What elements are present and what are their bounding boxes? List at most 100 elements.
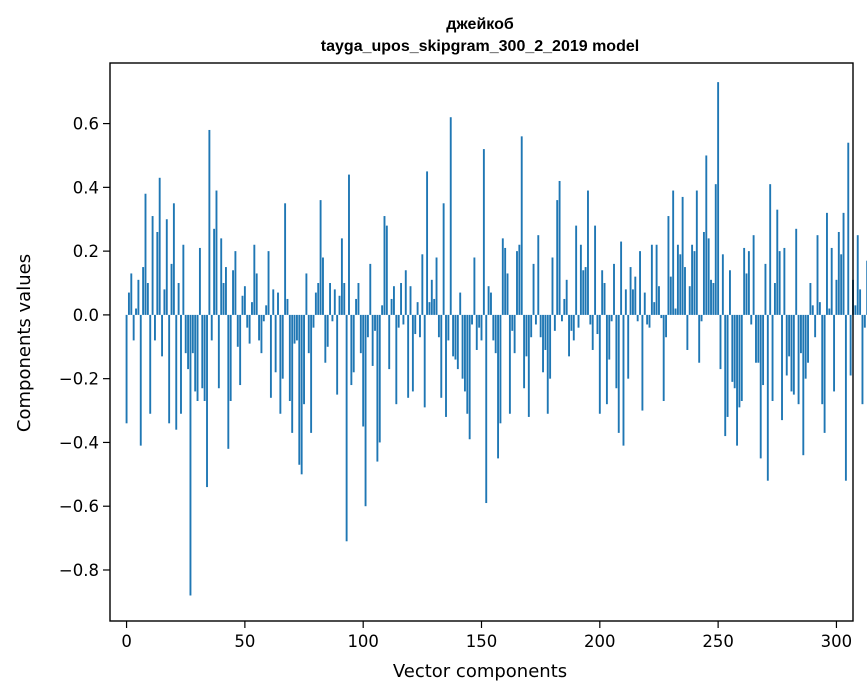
bar-component-297 <box>828 308 831 315</box>
bar-component-121 <box>411 314 414 392</box>
bar-component-245 <box>705 155 708 315</box>
bar-component-282 <box>792 314 795 395</box>
bar-component-175 <box>539 314 542 338</box>
bar-component-163 <box>511 314 514 331</box>
bar-component-14 <box>158 177 161 315</box>
bar-component-294 <box>821 314 824 405</box>
bar-component-34 <box>206 314 208 488</box>
bar-component-112 <box>390 298 393 315</box>
bar-component-246 <box>707 238 710 315</box>
bar-component-122 <box>414 314 417 335</box>
bar-component-228 <box>665 314 668 338</box>
bar-component-304 <box>844 314 847 481</box>
bar-component-127 <box>426 171 429 315</box>
bar-component-292 <box>816 235 819 315</box>
bar-component-237 <box>686 314 689 350</box>
bar-component-141 <box>459 292 462 315</box>
bar-component-164 <box>513 314 516 354</box>
bar-component-61 <box>269 314 272 398</box>
bar-component-221 <box>648 314 651 328</box>
bar-component-147 <box>473 257 476 315</box>
bar-component-196 <box>589 314 592 325</box>
bar-component-27 <box>189 314 192 596</box>
bar-component-280 <box>788 314 791 357</box>
bar-component-29 <box>194 314 197 392</box>
bar-component-89 <box>336 314 339 395</box>
bar-component-180 <box>551 257 554 315</box>
bar-component-69 <box>288 314 291 401</box>
bar-component-249 <box>714 184 717 315</box>
bar-component-137 <box>449 117 452 315</box>
bar-component-98 <box>357 283 360 315</box>
bar-component-1 <box>127 292 130 315</box>
bar-component-154 <box>490 292 492 315</box>
bar-component-78 <box>310 314 313 433</box>
x-tick-label: 300 <box>821 632 853 651</box>
bar-component-65 <box>279 314 282 414</box>
bar-component-205 <box>610 314 613 322</box>
bar-component-257 <box>733 314 736 389</box>
bar-component-116 <box>400 283 402 315</box>
bar-component-92 <box>343 283 346 315</box>
bar-component-42 <box>225 267 227 315</box>
y-axis-label: Components values <box>14 254 35 432</box>
bar-component-25 <box>184 314 187 354</box>
bar-component-26 <box>187 314 190 370</box>
bar-component-310 <box>859 289 862 315</box>
bar-component-111 <box>388 314 391 370</box>
bar-component-176 <box>542 314 544 373</box>
bar-component-62 <box>272 289 275 315</box>
bar-component-301 <box>837 231 840 315</box>
y-axis-ticks: −0.8 −0.6 −0.4 −0.2 0.0 0.2 0.4 0.6 <box>59 115 110 580</box>
bar-component-5 <box>137 279 140 315</box>
bar-component-283 <box>795 228 798 315</box>
bar-component-28 <box>191 314 194 354</box>
bar-component-84 <box>324 314 327 363</box>
bar-component-299 <box>833 314 836 392</box>
bar-component-204 <box>608 314 611 360</box>
bar-component-235 <box>681 196 684 315</box>
bar-component-48 <box>239 314 242 386</box>
bar-component-267 <box>757 314 760 363</box>
y-tick-label: 0.0 <box>73 306 99 325</box>
bar-component-215 <box>634 276 637 315</box>
bar-component-308 <box>854 305 857 315</box>
bar-component-113 <box>393 286 395 315</box>
bar-component-30 <box>196 314 199 401</box>
bar-component-231 <box>672 190 675 315</box>
bar-component-83 <box>322 257 324 315</box>
bar-component-95 <box>350 314 353 386</box>
bar-component-266 <box>755 314 757 363</box>
bar-component-72 <box>295 314 298 341</box>
bar-component-140 <box>456 314 459 370</box>
bar-component-44 <box>229 314 232 401</box>
bar-component-63 <box>274 314 277 373</box>
bar-component-153 <box>487 286 490 315</box>
bar-component-274 <box>773 283 776 315</box>
bar-component-214 <box>631 289 634 315</box>
bar-component-7 <box>142 267 145 315</box>
bar-component-226 <box>660 314 663 319</box>
bar-component-50 <box>243 286 246 315</box>
bar-component-49 <box>241 295 244 315</box>
bar-component-271 <box>766 314 769 481</box>
bar-component-230 <box>669 276 672 315</box>
bar-component-293 <box>818 302 821 315</box>
bar-component-279 <box>785 314 788 376</box>
bar-component-152 <box>485 314 488 504</box>
bar-component-52 <box>248 314 251 344</box>
bar-component-80 <box>314 292 317 315</box>
bar-component-58 <box>262 314 265 322</box>
bar-component-296 <box>826 212 828 315</box>
bar-component-134 <box>442 203 445 315</box>
bar-component-263 <box>747 251 750 315</box>
bar-component-149 <box>478 314 481 328</box>
bar-component-71 <box>293 314 296 344</box>
bar-component-11 <box>151 216 154 315</box>
bar-component-47 <box>236 314 239 347</box>
bar-component-107 <box>378 314 381 443</box>
bar-component-277 <box>781 314 783 421</box>
y-tick-label: −0.2 <box>59 370 99 389</box>
plot-frame <box>109 62 854 622</box>
bar-component-9 <box>146 283 149 315</box>
